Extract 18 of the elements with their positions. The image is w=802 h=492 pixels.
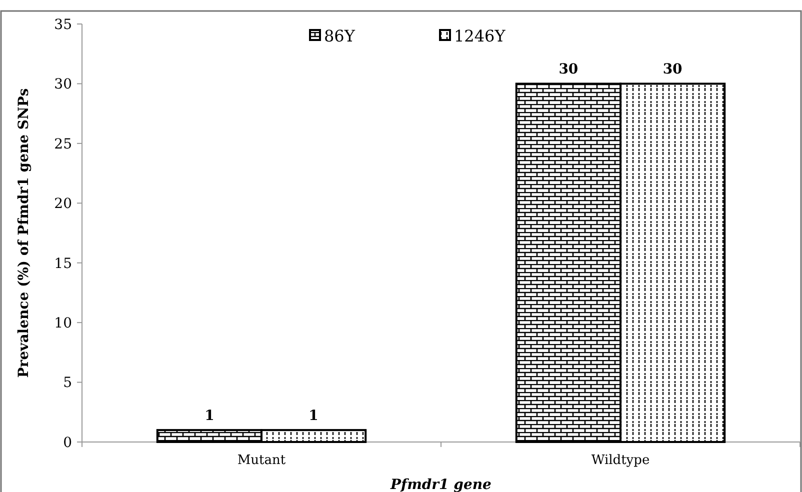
data-label: 1 (204, 408, 214, 424)
y-tick-label: 35 (54, 16, 72, 33)
y-tick-label: 5 (63, 375, 72, 392)
y-axis-title: Prevalence (%) of Pfmdr1 gene SNPs (16, 88, 32, 378)
y-tick-label: 10 (54, 315, 72, 332)
x-tick-label: Wildtype (591, 453, 650, 468)
x-tick-label: Mutant (237, 453, 286, 468)
legend-label: 86Y (324, 26, 356, 46)
data-label: 1 (308, 408, 318, 424)
y-tick-label: 15 (54, 256, 72, 272)
y-tick-label: 0 (63, 434, 72, 451)
data-label: 30 (558, 62, 578, 78)
data-label: 30 (662, 62, 683, 78)
y-tick-label: 30 (54, 76, 72, 93)
y-tick-label: 25 (54, 136, 72, 152)
y-tick-label: 20 (54, 196, 72, 212)
x-axis-title: Pfmdr1 gene (390, 477, 492, 492)
legend-label: 1246Y (454, 26, 506, 46)
